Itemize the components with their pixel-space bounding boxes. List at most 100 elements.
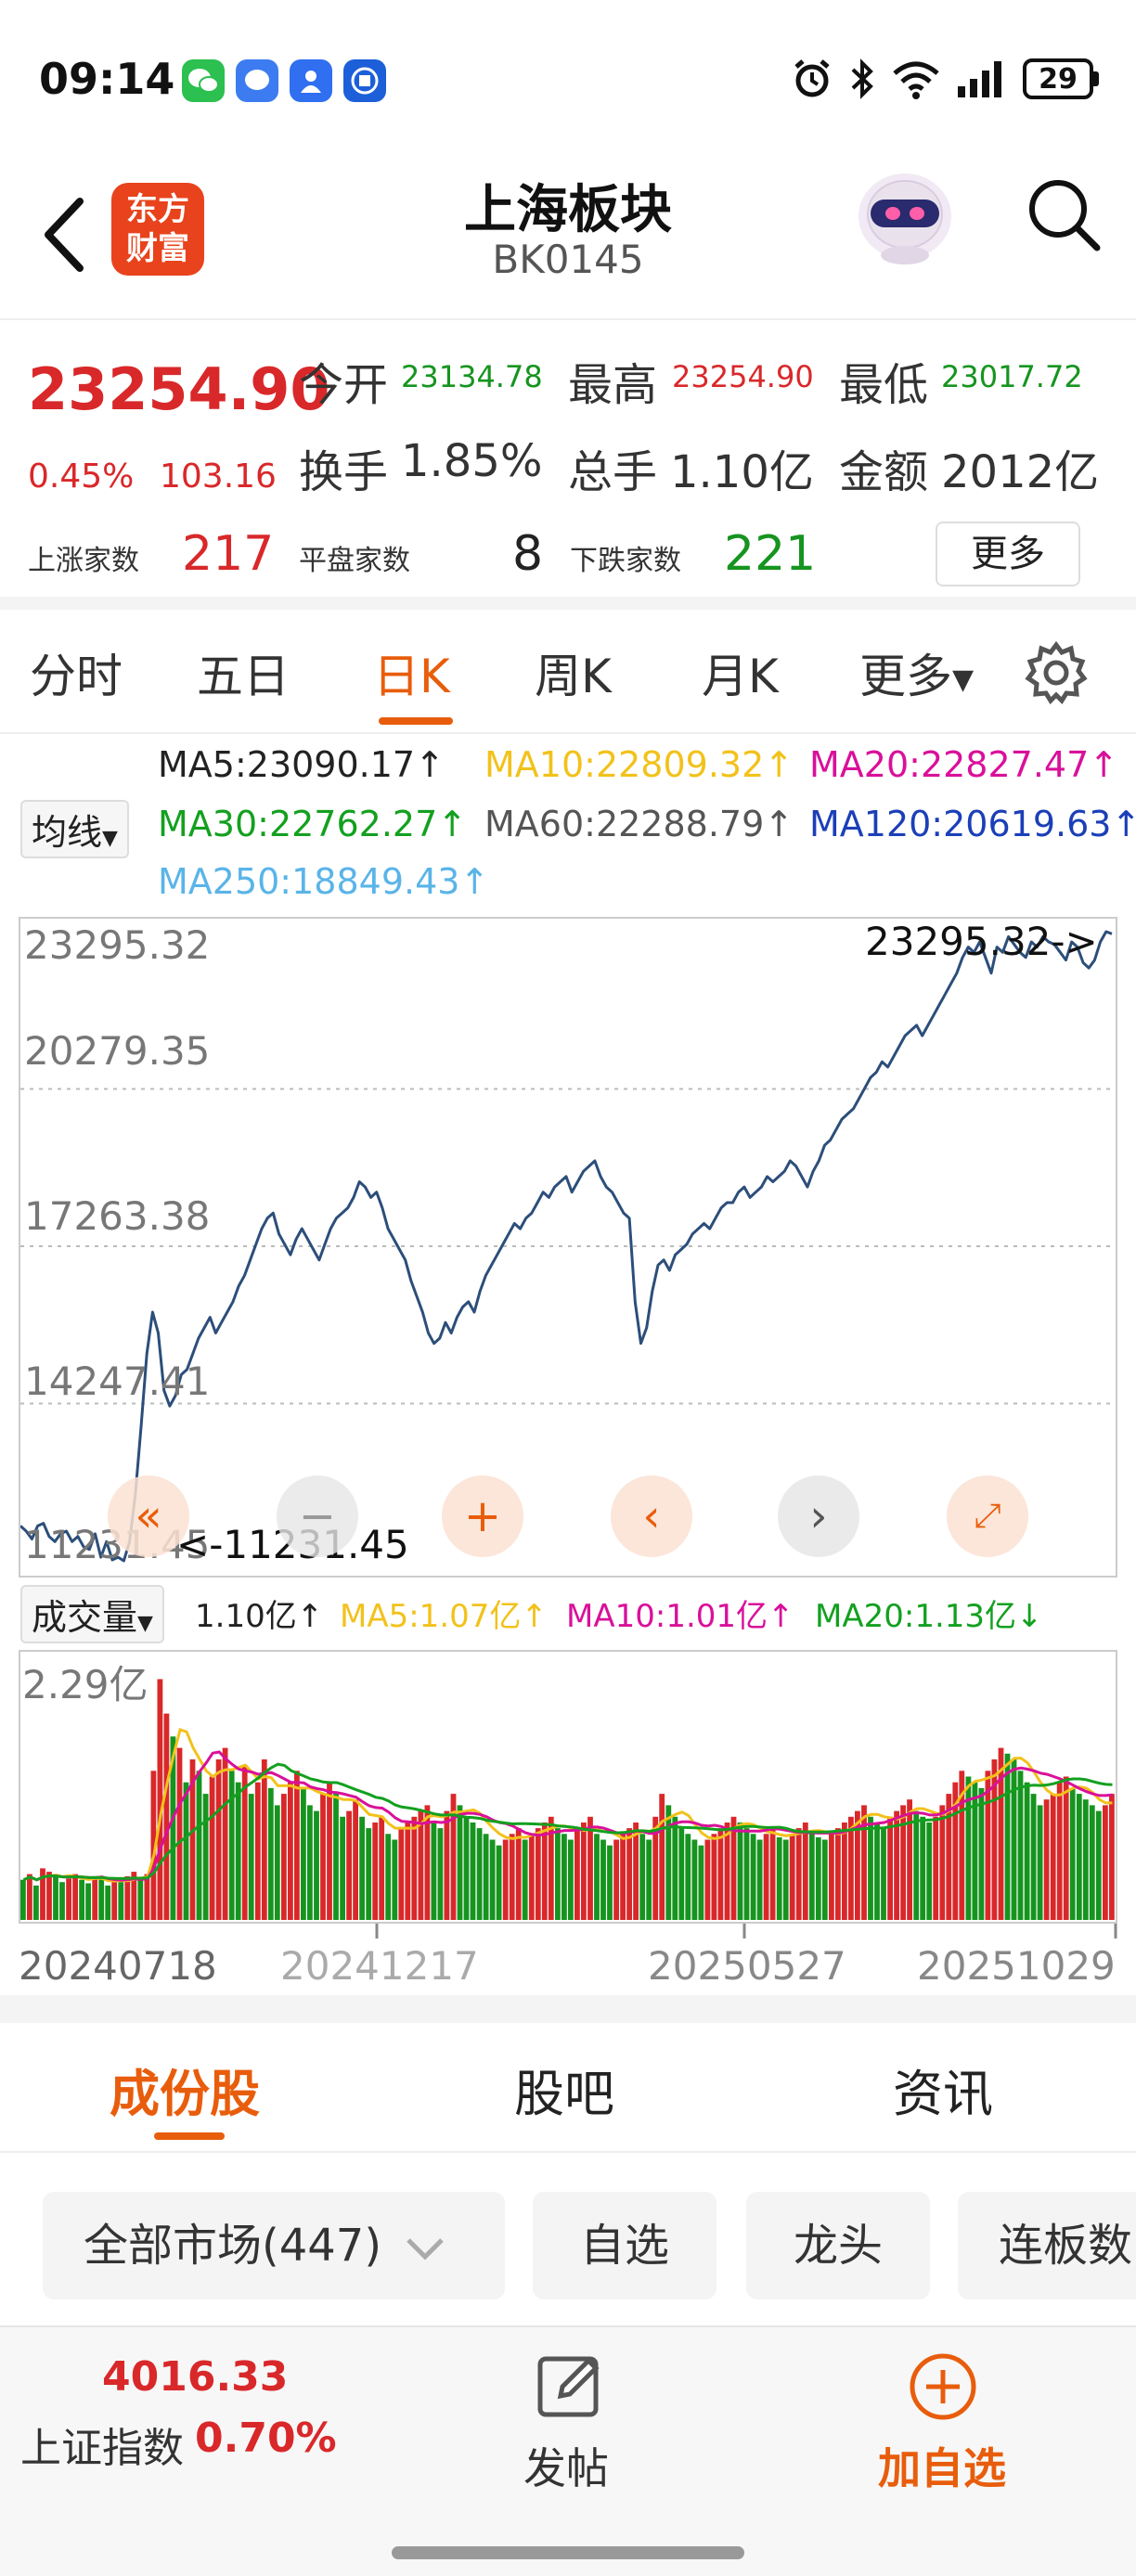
header: 东方 财富 上海板块 BK0145 [0,153,1136,320]
index-name[interactable]: 上证指数 [20,2425,184,2472]
ma60-value: MA60:22288.79↑ [484,804,794,844]
search-icon [1029,180,1101,251]
volume-bar [457,1805,463,1920]
zoom-out-button[interactable]: − [277,1475,358,1557]
search-button[interactable] [1025,175,1103,253]
quote-more-button[interactable]: 更多 [936,522,1080,586]
volume-bar [815,1837,821,1920]
volume-label: 总手 [568,446,658,498]
tab-forum[interactable]: 股吧 [514,2065,614,2123]
volume-bar [907,1799,912,1920]
tab-five-day[interactable]: 五日 [197,650,290,703]
volume-ma10: MA10:1.01亿↑ [566,1598,794,1635]
tab-constituents[interactable]: 成份股 [110,2065,260,2123]
volume-bar [327,1782,332,1920]
volume-bar [320,1794,326,1920]
rewind-button[interactable]: « [108,1475,189,1557]
volume-bar [842,1823,847,1920]
volume-bar [763,1834,769,1920]
volume-value: 1.10亿 [670,446,814,498]
volume-bar [176,1747,183,1920]
status-time: 09:14 [39,54,175,104]
tab-daily-k[interactable]: 日K [373,650,450,703]
zoom-in-button[interactable]: + [442,1475,523,1557]
volume-bar [450,1794,457,1920]
app-logo[interactable]: 东方 财富 [111,183,204,276]
tab-monthly-k[interactable]: 月K [702,650,779,703]
volume-chart[interactable]: 2.29亿 [19,1650,1117,1924]
active-content-tab-indicator [154,2132,225,2140]
tab-more[interactable]: 更多▼ [859,639,974,706]
filter-leaders[interactable]: 龙头 [746,2192,930,2299]
filter-watchlist[interactable]: 自选 [533,2192,716,2299]
scroll-left-button[interactable]: ‹ [611,1475,692,1557]
volume-bar [835,1828,841,1920]
tab-news[interactable]: 资讯 [893,2065,993,2123]
x-tick-3: 20250527 [648,1943,846,1989]
volume-y-tick: 2.29亿 [22,1662,148,1707]
volume-bar [756,1839,763,1920]
volume-bar [541,1823,548,1920]
volume-bar [463,1816,470,1920]
volume-bar [40,1868,45,1920]
ma-dropdown[interactable]: 均线▼ [20,800,129,858]
post-button[interactable]: 发帖 [520,2346,622,2531]
price-chart[interactable]: 23295.32 20279.35 17263.38 14247.41 1123… [19,917,1117,1578]
volume-bar [340,1816,345,1920]
volume-bar [359,1816,365,1920]
chevron-right-icon: › [809,1490,828,1542]
bluetooth-icon [851,58,873,99]
volume-bar [79,1879,84,1920]
volume-dropdown[interactable]: 成交量▼ [20,1585,164,1643]
robot-icon [858,174,951,264]
volume-bar [985,1771,991,1920]
volume-bar [248,1794,254,1920]
volume-bar [659,1794,665,1920]
fullscreen-button[interactable]: ⤢ [947,1475,1028,1557]
volume-bar [887,1816,893,1920]
volume-bar [366,1828,372,1920]
double-chevron-left-icon: « [135,1490,162,1542]
filter-consecutive-limit[interactable]: 连板数 [958,2192,1136,2299]
volume-bar [821,1839,828,1920]
volume-bar [965,1776,972,1920]
tab-intraday[interactable]: 分时 [30,650,123,703]
volume-bar [150,1771,157,1920]
volume-bar [808,1830,815,1920]
volume-bar [85,1883,91,1920]
volume-bar [470,1823,476,1920]
volume-bar [626,1828,632,1920]
volume-bar [489,1839,496,1920]
change-amount: 103.16 [160,457,277,496]
ma5-value: MA5:23090.17↑ [158,744,445,785]
ma30-value: MA30:22762.27↑ [158,804,468,844]
chevron-left-icon [45,198,84,272]
volume-bar [881,1828,886,1920]
volume-bar [33,1885,39,1920]
turnover-value: 1.85% [401,435,543,487]
period-tabs: 分时 五日 日K 周K 月K 更多▼ [0,613,1136,734]
tab-weekly-k[interactable]: 周K [535,650,612,703]
index-value[interactable]: 4016.33 [102,2353,289,2401]
index-change[interactable]: 0.70% [195,2415,337,2462]
chart-settings-button[interactable] [1023,639,1090,706]
y-tick-2: 20279.35 [24,1028,211,1074]
volume-bar [1030,1794,1037,1920]
assistant-robot-button[interactable] [854,162,956,274]
volume-bar [496,1845,502,1920]
volume-bar [196,1771,202,1920]
volume-bar [568,1839,574,1920]
add-watchlist-button[interactable]: 加自选 [878,2346,1008,2531]
home-indicator[interactable] [392,2546,744,2559]
market-filter-dropdown[interactable]: 全部市场(447) [43,2192,505,2299]
volume-bar [333,1794,339,1920]
y-tick-top: 23295.32 [24,922,211,968]
battery-icon: 29 [1023,58,1099,99]
volume-bar [235,1782,241,1920]
volume-bar [1011,1759,1017,1920]
scroll-right-button[interactable]: › [778,1475,859,1557]
volume-bar [307,1805,313,1920]
volume-bar [411,1816,418,1920]
volume-bar [594,1834,600,1920]
back-button[interactable] [35,188,91,281]
